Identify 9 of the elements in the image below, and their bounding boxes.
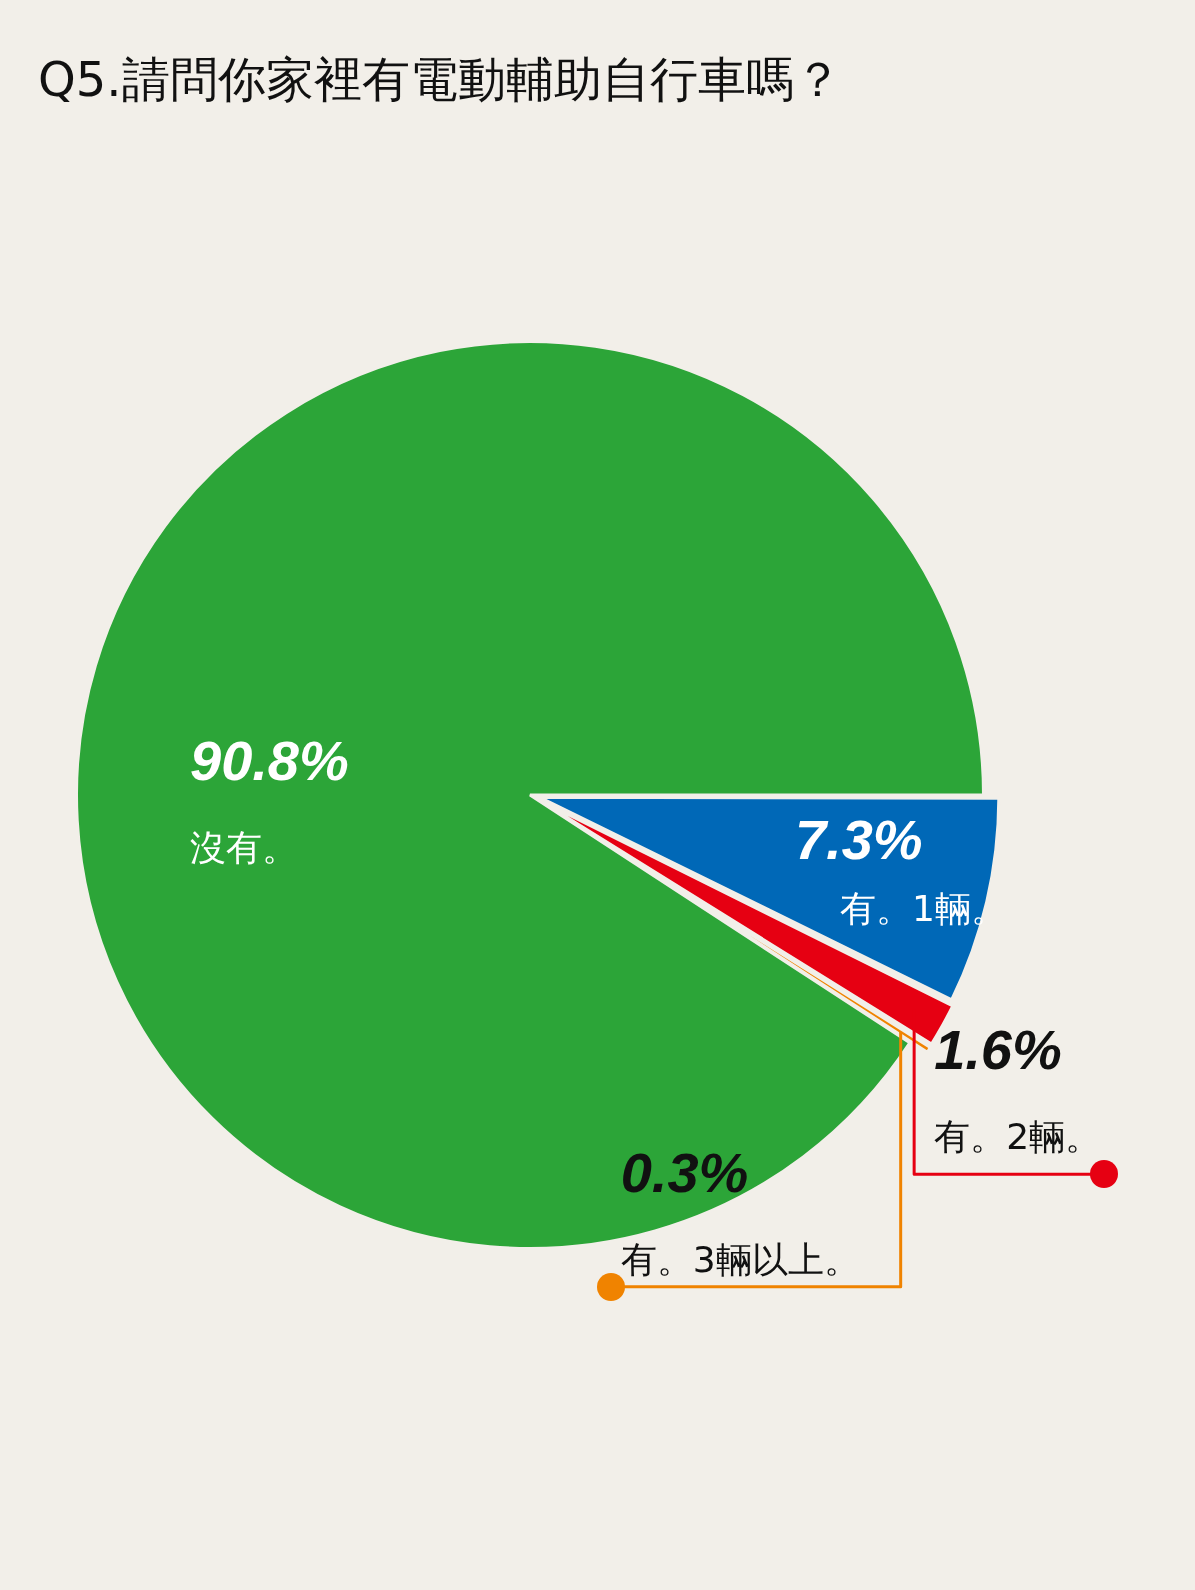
data-label: 90.8% <box>190 729 349 792</box>
slice-label: 沒有。 <box>190 827 298 868</box>
slice-label: 有。1輛。 <box>839 887 1007 929</box>
slice-label: 有。2輛。 <box>934 1116 1102 1158</box>
chart-title: Q5.請問你家裡有電動輔助自行車嗎？ <box>38 50 842 109</box>
data-label: 7.3% <box>794 807 923 871</box>
slice-label: 有。3輛以上。 <box>620 1238 860 1280</box>
data-label: 1.6% <box>934 1018 1062 1082</box>
data-label: 0.3% <box>620 1140 749 1204</box>
